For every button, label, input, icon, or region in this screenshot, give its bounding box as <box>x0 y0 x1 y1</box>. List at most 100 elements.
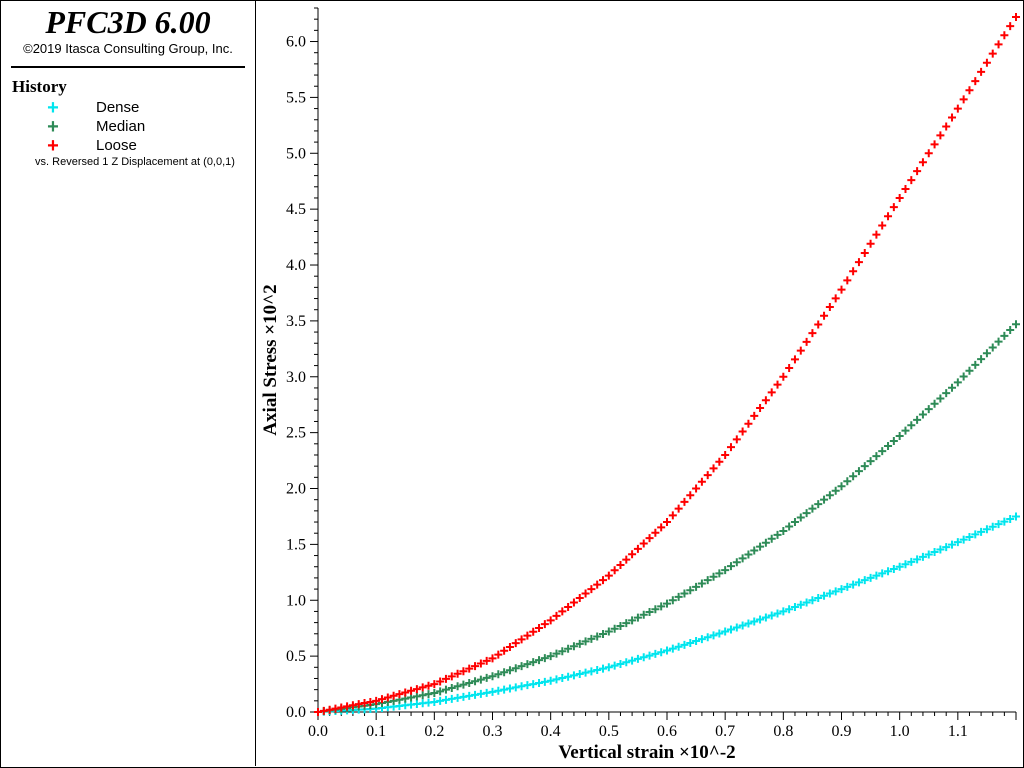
data-point-marker <box>610 624 619 633</box>
data-point-marker <box>488 672 497 681</box>
data-point-marker <box>843 477 852 486</box>
data-point-marker <box>564 602 573 611</box>
data-point-marker <box>808 329 817 338</box>
data-point-marker <box>575 594 584 603</box>
data-point-marker <box>616 560 625 569</box>
data-point-marker <box>430 680 439 689</box>
data-point-marker <box>680 497 689 506</box>
data-point-marker <box>535 678 544 687</box>
data-point-marker <box>686 638 695 647</box>
y-tick-label: 0.5 <box>286 648 306 665</box>
data-point-marker <box>610 661 619 670</box>
data-point-marker <box>593 580 602 589</box>
data-point-marker <box>761 396 770 405</box>
data-point-marker <box>831 294 840 303</box>
data-point-marker <box>977 67 986 76</box>
data-point-marker <box>412 685 421 694</box>
data-point-marker <box>796 600 805 609</box>
data-point-marker <box>790 518 799 527</box>
data-point-marker <box>505 642 514 651</box>
data-point-marker <box>895 562 904 571</box>
history-chart: 0.0 0.1 0.2 0.3 0.4 0.5 0.6 0.7 0.8 0.9 1.0 1.1 0.0 0… <box>260 7 1020 763</box>
data-point-marker <box>878 569 887 578</box>
x-tick-label: 0.5 <box>599 723 619 740</box>
legend-item-loose: + Loose <box>41 135 241 157</box>
data-point-marker <box>732 435 741 444</box>
plus-marker-icon: + <box>47 97 59 119</box>
data-point-marker <box>977 355 986 364</box>
data-point-marker <box>1006 326 1015 335</box>
data-point-marker <box>825 589 834 598</box>
data-point-marker <box>540 677 549 686</box>
data-point-marker <box>779 526 788 535</box>
data-point-marker <box>645 534 654 543</box>
data-point-marker <box>924 405 933 414</box>
data-point-marker <box>511 639 520 648</box>
data-point-marker <box>348 701 357 710</box>
data-point-marker <box>575 670 584 679</box>
data-point-marker <box>511 683 520 692</box>
data-point-marker <box>436 687 445 696</box>
data-point-marker <box>453 682 462 691</box>
data-point-marker <box>738 554 747 563</box>
data-point-marker <box>523 631 532 640</box>
data-point-marker <box>569 671 578 680</box>
data-point-marker <box>703 576 712 585</box>
data-point-marker <box>715 457 724 466</box>
data-point-marker <box>395 690 404 699</box>
data-point-marker <box>558 647 567 656</box>
data-point-marker <box>581 668 590 677</box>
x-axis-label: Vertical strain ×10^-2 <box>558 742 735 763</box>
data-point-marker <box>529 658 538 667</box>
data-point-marker <box>407 693 416 702</box>
data-point-marker <box>633 544 642 553</box>
data-point-marker <box>407 686 416 695</box>
data-point-marker <box>808 504 817 513</box>
data-point-marker <box>331 704 340 713</box>
y-tick-label: 0.0 <box>286 704 306 721</box>
data-point-marker <box>872 452 881 461</box>
data-point-marker <box>523 681 532 690</box>
data-point-marker <box>924 149 933 158</box>
plus-marker-icon: + <box>47 135 59 157</box>
data-point-marker <box>866 573 875 582</box>
data-point-marker <box>1000 31 1009 40</box>
data-point-marker <box>942 122 951 131</box>
data-point-marker <box>616 659 625 668</box>
data-point-marker <box>884 442 893 451</box>
data-point-marker <box>587 634 596 643</box>
data-point-marker <box>779 372 788 381</box>
data-point-marker <box>965 533 974 542</box>
data-point-marker <box>628 616 637 625</box>
y-tick-label: 3.0 <box>286 369 306 386</box>
data-point-marker <box>471 662 480 671</box>
data-point-marker <box>651 649 660 658</box>
x-tick-label: 0.0 <box>308 723 328 740</box>
data-point-marker <box>668 596 677 605</box>
x-tick-label: 0.9 <box>832 723 852 740</box>
data-point-marker <box>703 633 712 642</box>
data-point-marker <box>930 547 939 556</box>
data-point-marker <box>697 579 706 588</box>
data-point-marker <box>476 659 485 668</box>
data-point-marker <box>430 697 439 706</box>
data-point-marker <box>866 239 875 248</box>
data-point-marker <box>633 654 642 663</box>
data-point-marker <box>412 692 421 701</box>
data-point-marker <box>599 576 608 585</box>
data-point-marker <box>517 635 526 644</box>
data-point-marker <box>546 676 555 685</box>
data-point-marker <box>948 113 957 122</box>
data-point-marker <box>860 462 869 471</box>
data-point-marker <box>854 467 863 476</box>
data-point-marker <box>965 366 974 375</box>
data-point-marker <box>622 555 631 564</box>
data-point-marker <box>674 642 683 651</box>
data-point-marker <box>593 632 602 641</box>
data-point-marker <box>505 684 514 693</box>
data-point-marker <box>918 158 927 167</box>
data-point-marker <box>639 539 648 548</box>
data-point-marker <box>476 689 485 698</box>
data-point-marker <box>744 619 753 628</box>
data-point-marker <box>482 688 491 697</box>
